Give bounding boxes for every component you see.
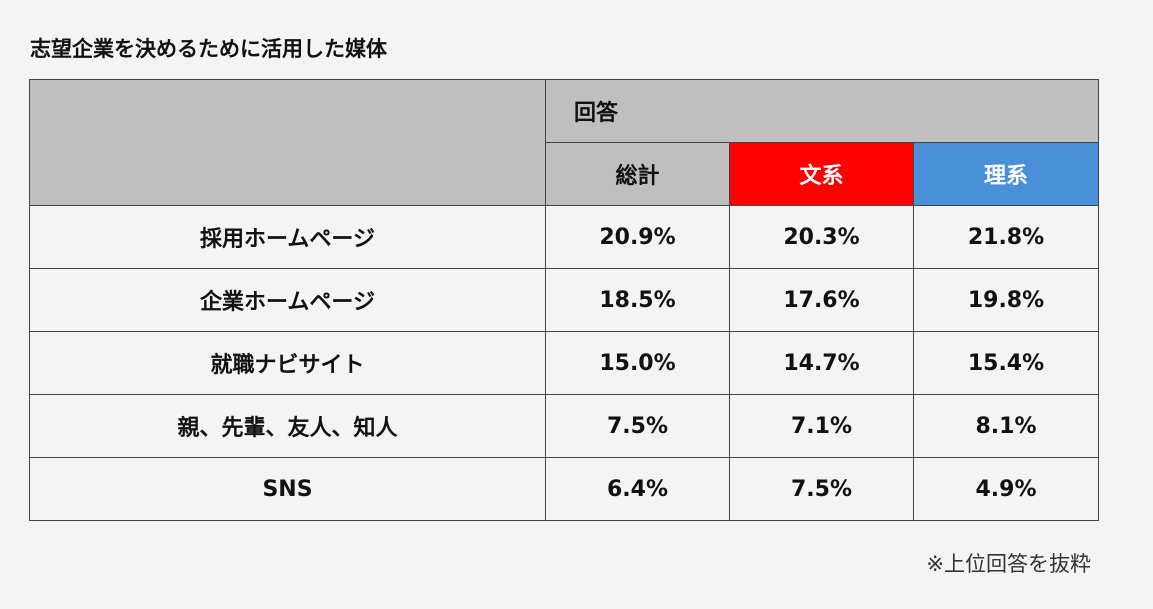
- column-header-total: 総計: [545, 142, 730, 206]
- cell-value: 18.5%: [545, 268, 730, 332]
- cell-value: 4.9%: [913, 457, 1099, 521]
- table-row: 親、先輩、友人、知人 7.5% 7.1% 8.1%: [29, 394, 1099, 458]
- page-title: 志望企業を決めるために活用した媒体: [30, 37, 387, 61]
- row-label-header: [29, 79, 546, 206]
- column-header-bunkei: 文系: [729, 142, 914, 206]
- cell-value: 15.0%: [545, 331, 730, 395]
- footnote: ※上位回答を抜粋: [926, 552, 1091, 576]
- row-label: SNS: [29, 457, 546, 521]
- column-header-rikei: 理系: [913, 142, 1099, 206]
- cell-value: 17.6%: [729, 268, 914, 332]
- cell-value: 20.9%: [545, 205, 730, 269]
- cell-value: 6.4%: [545, 457, 730, 521]
- cell-value: 14.7%: [729, 331, 914, 395]
- table-row: SNS 6.4% 7.5% 4.9%: [29, 457, 1099, 521]
- cell-value: 7.5%: [545, 394, 730, 458]
- table-row: 就職ナビサイト 15.0% 14.7% 15.4%: [29, 331, 1099, 395]
- cell-value: 20.3%: [729, 205, 914, 269]
- row-label: 採用ホームページ: [29, 205, 546, 269]
- table-row: 企業ホームページ 18.5% 17.6% 19.8%: [29, 268, 1099, 332]
- header-row-group: 回答: [29, 79, 1099, 206]
- cell-value: 19.8%: [913, 268, 1099, 332]
- data-table: 回答 総計 文系 理系 採用ホームページ 20.9% 20.3% 21.8% 企業ホーム…: [29, 79, 1099, 521]
- row-label: 企業ホームページ: [29, 268, 546, 332]
- cell-value: 7.5%: [729, 457, 914, 521]
- header-row-columns: 総計 文系 理系: [30, 142, 1099, 206]
- row-label: 親、先輩、友人、知人: [29, 394, 546, 458]
- group-header: 回答: [545, 79, 1099, 143]
- cell-value: 15.4%: [913, 331, 1099, 395]
- cell-value: 21.8%: [913, 205, 1099, 269]
- row-label: 就職ナビサイト: [29, 331, 546, 395]
- table-row: 採用ホームページ 20.9% 20.3% 21.8%: [29, 205, 1099, 269]
- cell-value: 7.1%: [729, 394, 914, 458]
- cell-value: 8.1%: [913, 394, 1099, 458]
